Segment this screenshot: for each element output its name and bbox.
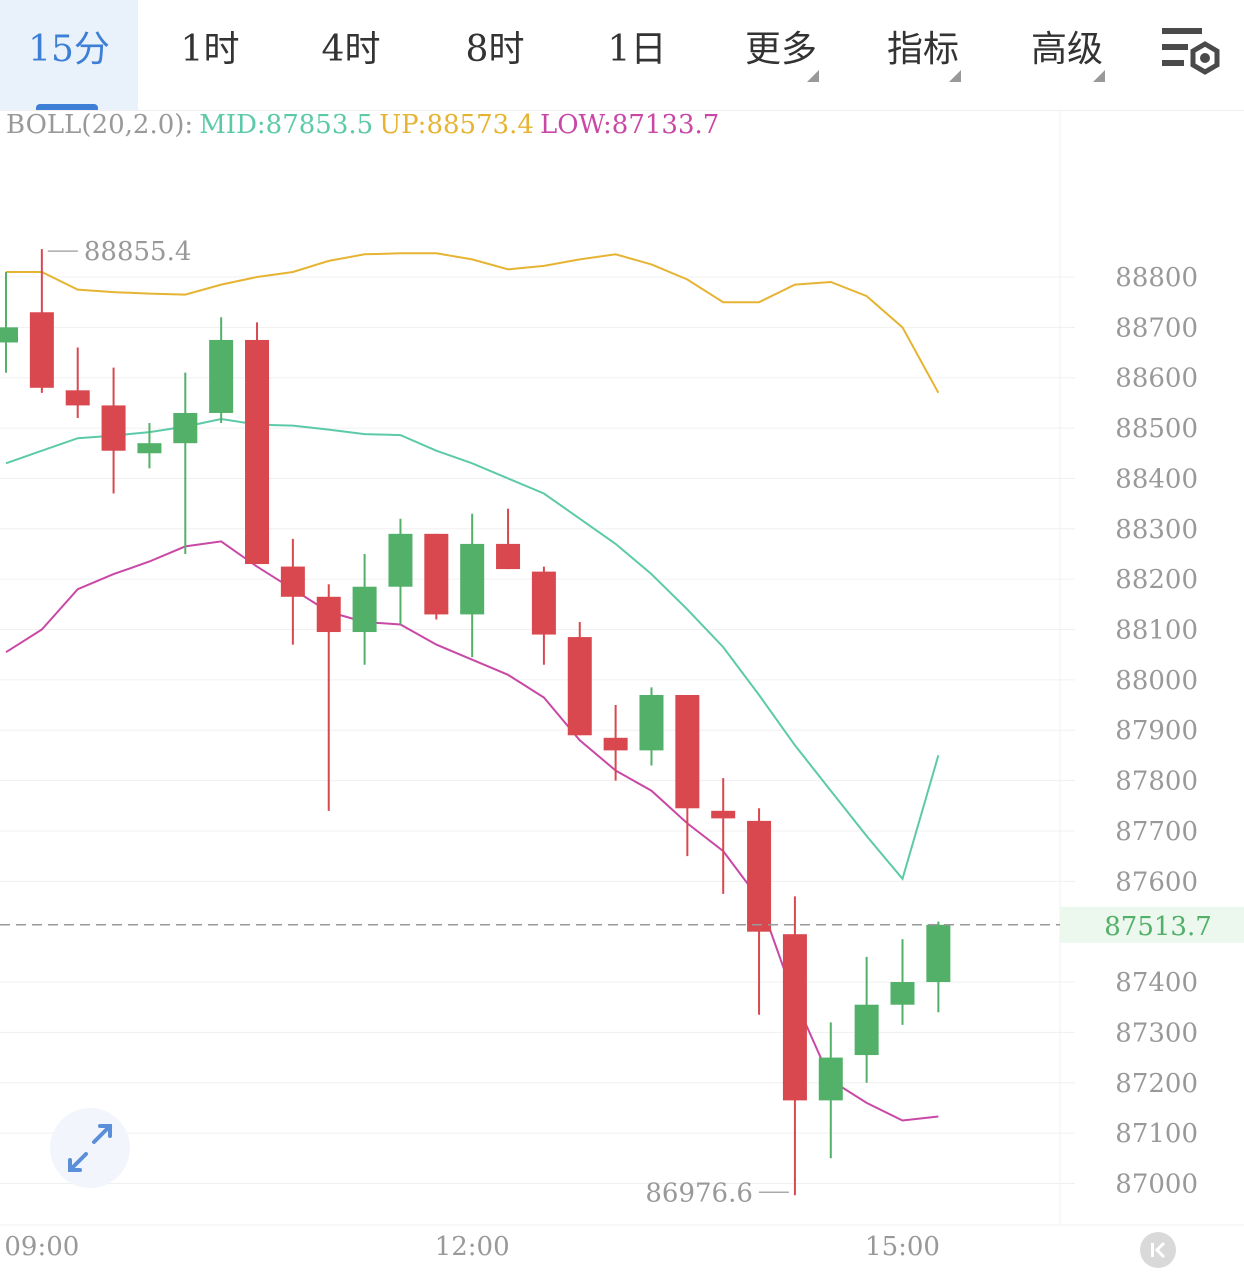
boll-mid-line bbox=[5, 417, 940, 881]
boll-indicator-legend: BOLL(20,2.0): MID:87853.5 UP:88573.4 LOW:87… bbox=[6, 110, 725, 140]
tab-0[interactable]: 15分 bbox=[0, 0, 138, 110]
high-marker-label: 88855.4 bbox=[84, 237, 192, 267]
tab-label: 高级 bbox=[1031, 29, 1105, 82]
candle-body bbox=[496, 543, 521, 570]
dropdown-caret-icon bbox=[949, 70, 961, 82]
tab-label: 1时 bbox=[180, 29, 240, 70]
tab-6[interactable]: 指标 bbox=[852, 0, 994, 110]
y-tick-label: 88000 bbox=[1115, 666, 1198, 696]
tab-5[interactable]: 更多 bbox=[710, 0, 852, 110]
tab-1[interactable]: 1时 bbox=[140, 0, 280, 110]
candle-body bbox=[747, 820, 772, 932]
y-tick-label: 88100 bbox=[1115, 616, 1198, 646]
y-tick-label: 87100 bbox=[1115, 1119, 1198, 1149]
timeframe-tabs: 15分 1时 4时 8时 1日 更多 指标 高级 bbox=[0, 0, 1244, 111]
y-tick-label: 88300 bbox=[1115, 515, 1198, 545]
candle-body bbox=[782, 934, 807, 1101]
candle-body bbox=[890, 982, 915, 1005]
candle-body bbox=[173, 412, 198, 444]
y-tick-label: 88600 bbox=[1115, 364, 1198, 394]
candle-body bbox=[280, 566, 305, 597]
candle-body bbox=[245, 339, 270, 565]
y-tick-label: 88700 bbox=[1115, 313, 1198, 343]
candle-body bbox=[567, 637, 592, 736]
candle-body bbox=[926, 924, 951, 983]
tab-2[interactable]: 4时 bbox=[280, 0, 422, 110]
tab-label: 指标 bbox=[887, 29, 961, 82]
y-tick-label: 87600 bbox=[1115, 867, 1198, 897]
chart-settings-icon[interactable] bbox=[1160, 22, 1224, 82]
candle-body bbox=[603, 737, 628, 751]
active-tab-indicator bbox=[36, 104, 98, 110]
candle-body bbox=[460, 543, 485, 615]
boll-mid-value: MID:87853.5 bbox=[199, 110, 374, 140]
y-tick-label: 88400 bbox=[1115, 464, 1198, 494]
x-tick-label: 09:00 bbox=[4, 1232, 79, 1262]
y-tick-label: 87000 bbox=[1115, 1169, 1198, 1199]
boll-up-value: UP:88573.4 bbox=[379, 110, 534, 140]
low-marker-label: 86976.6 bbox=[645, 1178, 753, 1208]
y-tick-label: 88200 bbox=[1115, 565, 1198, 595]
candle-body bbox=[675, 694, 700, 809]
candle-body bbox=[29, 312, 54, 388]
x-tick-label: 12:00 bbox=[435, 1232, 510, 1262]
candlestick-chart[interactable]: 88800 88700 88600 88500 88400 88300 88200 88100… bbox=[0, 110, 1244, 1268]
scroll-to-latest-icon[interactable] bbox=[1140, 1232, 1176, 1268]
candle-body bbox=[388, 533, 413, 587]
tab-label: 1日 bbox=[607, 29, 667, 70]
candle-body bbox=[711, 810, 736, 819]
y-tick-label: 87300 bbox=[1115, 1018, 1198, 1048]
candle-body bbox=[818, 1057, 843, 1101]
y-tick-label: 87400 bbox=[1115, 968, 1198, 998]
boll-up-line bbox=[6, 252, 940, 394]
y-tick-label: 88800 bbox=[1115, 263, 1198, 293]
candle-body bbox=[352, 586, 377, 633]
y-tick-label: 88500 bbox=[1115, 414, 1198, 444]
candle-body bbox=[424, 533, 449, 615]
expand-arrows-icon[interactable] bbox=[50, 1108, 130, 1188]
y-tick-label: 87800 bbox=[1115, 767, 1198, 797]
y-tick-label: 87700 bbox=[1115, 817, 1198, 847]
candle-body bbox=[316, 596, 341, 633]
boll-low-value: LOW:87133.7 bbox=[539, 110, 720, 140]
candle-body bbox=[137, 443, 162, 454]
tab-label: 更多 bbox=[745, 29, 819, 82]
candle-body bbox=[65, 390, 90, 406]
candle-body bbox=[209, 339, 234, 413]
dropdown-caret-icon bbox=[807, 70, 819, 82]
last-price-tag bbox=[1060, 906, 1244, 943]
candle-body bbox=[101, 405, 126, 451]
last-price-label: 87513.7 bbox=[1104, 912, 1212, 942]
tab-7[interactable]: 高级 bbox=[996, 0, 1138, 110]
dropdown-caret-icon bbox=[1093, 70, 1105, 82]
tab-label: 4时 bbox=[321, 29, 381, 70]
tab-3[interactable]: 8时 bbox=[424, 0, 566, 110]
tab-4[interactable]: 1日 bbox=[566, 0, 708, 110]
tab-label: 8时 bbox=[465, 29, 525, 70]
candle-body bbox=[854, 1004, 879, 1056]
candle-body bbox=[639, 694, 664, 751]
candle-body bbox=[0, 327, 18, 343]
tab-label: 15分 bbox=[28, 29, 110, 70]
y-tick-label: 87200 bbox=[1115, 1069, 1198, 1099]
candle-body bbox=[531, 571, 556, 635]
x-tick-label: 15:00 bbox=[865, 1232, 940, 1262]
y-tick-label: 87900 bbox=[1115, 716, 1198, 746]
boll-name: BOLL(20,2.0): bbox=[6, 110, 194, 140]
